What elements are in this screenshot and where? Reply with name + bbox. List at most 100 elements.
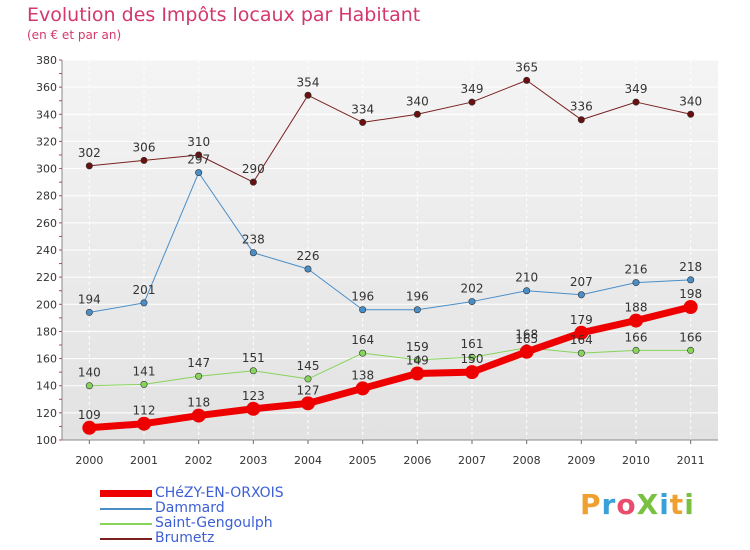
- legend-swatch: [100, 538, 152, 540]
- data-label: 194: [78, 292, 101, 306]
- x-tick-label: 2009: [567, 454, 595, 467]
- data-label: 354: [297, 75, 320, 89]
- data-point: [191, 408, 206, 423]
- data-point: [359, 306, 367, 314]
- data-label: 166: [679, 330, 702, 344]
- y-tick-label: 280: [36, 190, 57, 203]
- data-label: 140: [78, 366, 101, 380]
- data-label: 336: [570, 100, 593, 114]
- x-tick-label: 2000: [75, 454, 103, 467]
- x-tick-label: 2007: [458, 454, 486, 467]
- legend-label: Saint-Gengoulph: [155, 515, 273, 531]
- series-line-3: [89, 79, 691, 183]
- chart-subtitle: (en € et par an): [27, 28, 122, 42]
- y-tick-label: 300: [36, 163, 57, 176]
- data-point: [304, 265, 312, 273]
- data-label: 159: [406, 340, 429, 354]
- data-label: 165: [515, 332, 538, 346]
- data-label: 196: [351, 290, 374, 304]
- data-label: 188: [625, 301, 648, 315]
- data-point: [85, 308, 93, 316]
- data-label: 166: [625, 330, 648, 344]
- data-label: 340: [406, 94, 429, 108]
- data-label: 109: [78, 408, 101, 422]
- data-label: 145: [297, 359, 320, 373]
- data-label: 141: [133, 364, 156, 378]
- data-point: [140, 380, 148, 388]
- y-tick-label: 320: [36, 135, 57, 148]
- data-label: 202: [461, 282, 484, 296]
- y-tick-label: 240: [36, 244, 57, 257]
- data-point: [137, 416, 151, 431]
- data-label: 201: [133, 283, 156, 297]
- data-point: [687, 276, 695, 284]
- data-label: 150: [461, 352, 484, 366]
- data-point: [683, 300, 698, 314]
- data-point: [195, 151, 203, 159]
- data-label: 310: [187, 135, 210, 149]
- x-tick-label: 2001: [130, 454, 158, 467]
- legend-label: CHéZY-EN-ORXOIS: [155, 485, 284, 501]
- data-point: [523, 287, 531, 295]
- data-label: 196: [406, 290, 429, 304]
- data-label: 179: [570, 313, 593, 327]
- data-label: 334: [351, 102, 374, 116]
- data-label: 297: [187, 153, 210, 167]
- data-point: [468, 353, 476, 361]
- legend-label: Dammard: [155, 500, 225, 516]
- data-point: [413, 306, 421, 314]
- data-label: 147: [187, 356, 210, 370]
- data-label: 161: [461, 337, 484, 351]
- brand-letter: t: [669, 488, 685, 521]
- brand-letter: r: [601, 488, 617, 521]
- y-tick-label: 200: [36, 298, 57, 311]
- brand-logo: ProXiti: [580, 488, 695, 521]
- data-label: 207: [570, 275, 593, 289]
- series-line-1: [89, 172, 691, 313]
- data-point: [140, 156, 148, 164]
- data-label: 210: [515, 271, 538, 285]
- data-point: [410, 366, 425, 381]
- data-point: [85, 162, 93, 170]
- data-point: [195, 372, 203, 380]
- y-tick-label: 260: [36, 217, 57, 230]
- y-tick-label: 140: [36, 380, 57, 393]
- data-point: [304, 91, 312, 99]
- brand-letter: i: [684, 488, 695, 521]
- data-label: 349: [625, 82, 648, 96]
- data-point: [359, 349, 367, 357]
- brand-letter: o: [616, 488, 637, 521]
- series-line-0: [89, 303, 692, 432]
- data-point: [632, 279, 640, 287]
- brand-letter: X: [636, 488, 660, 521]
- data-point: [249, 249, 257, 257]
- data-point: [574, 325, 589, 340]
- y-tick-label: 180: [36, 325, 57, 338]
- data-point: [301, 396, 315, 411]
- data-label: 112: [133, 404, 156, 418]
- y-tick-label: 340: [36, 108, 57, 121]
- data-label: 123: [242, 389, 265, 403]
- data-point: [413, 110, 421, 118]
- y-tick-label: 220: [36, 271, 57, 284]
- data-point: [632, 98, 640, 106]
- data-point: [687, 110, 695, 118]
- y-tick-label: 380: [36, 54, 57, 67]
- brand-letter: P: [580, 488, 602, 521]
- data-point: [246, 401, 261, 416]
- data-point: [687, 346, 695, 354]
- x-tick-label: 2002: [185, 454, 213, 467]
- data-label: 290: [242, 162, 265, 176]
- data-point: [140, 299, 148, 307]
- data-point: [577, 116, 585, 124]
- x-tick-label: 2003: [239, 454, 267, 467]
- data-label: 216: [625, 263, 648, 277]
- data-label: 302: [78, 146, 101, 160]
- data-point: [82, 420, 97, 435]
- legend-swatch: [100, 490, 152, 497]
- x-tick-label: 2004: [294, 454, 322, 467]
- data-label: 218: [679, 260, 702, 274]
- data-label: 340: [679, 94, 702, 108]
